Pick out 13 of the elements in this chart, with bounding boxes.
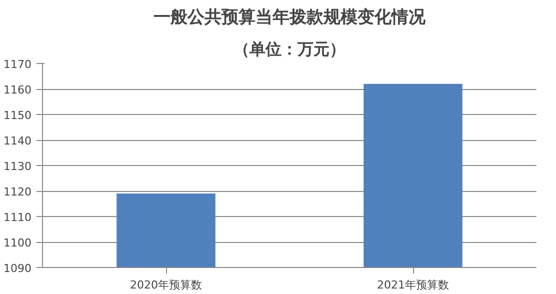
y-tick-label: 1090 — [4, 262, 32, 275]
y-tick-label: 1170 — [4, 58, 32, 71]
y-tick-label: 1130 — [4, 160, 32, 173]
x-tick-label: 2020年预算数 — [130, 278, 202, 292]
y-tick-label: 1140 — [4, 134, 32, 148]
y-tick-label: 1100 — [4, 236, 32, 250]
y-tick-label: 1110 — [4, 211, 32, 224]
x-tick-label: 2021年预算数 — [377, 278, 450, 292]
chart-subtitle: （单位：万元） — [234, 40, 346, 58]
y-tick-label: 1120 — [4, 186, 32, 198]
y-tick-label: 1150 — [4, 109, 32, 122]
y-tick-label: 1160 — [4, 84, 32, 96]
chart-title: 一般公共预算当年拨款规模变化情况 — [154, 8, 426, 28]
